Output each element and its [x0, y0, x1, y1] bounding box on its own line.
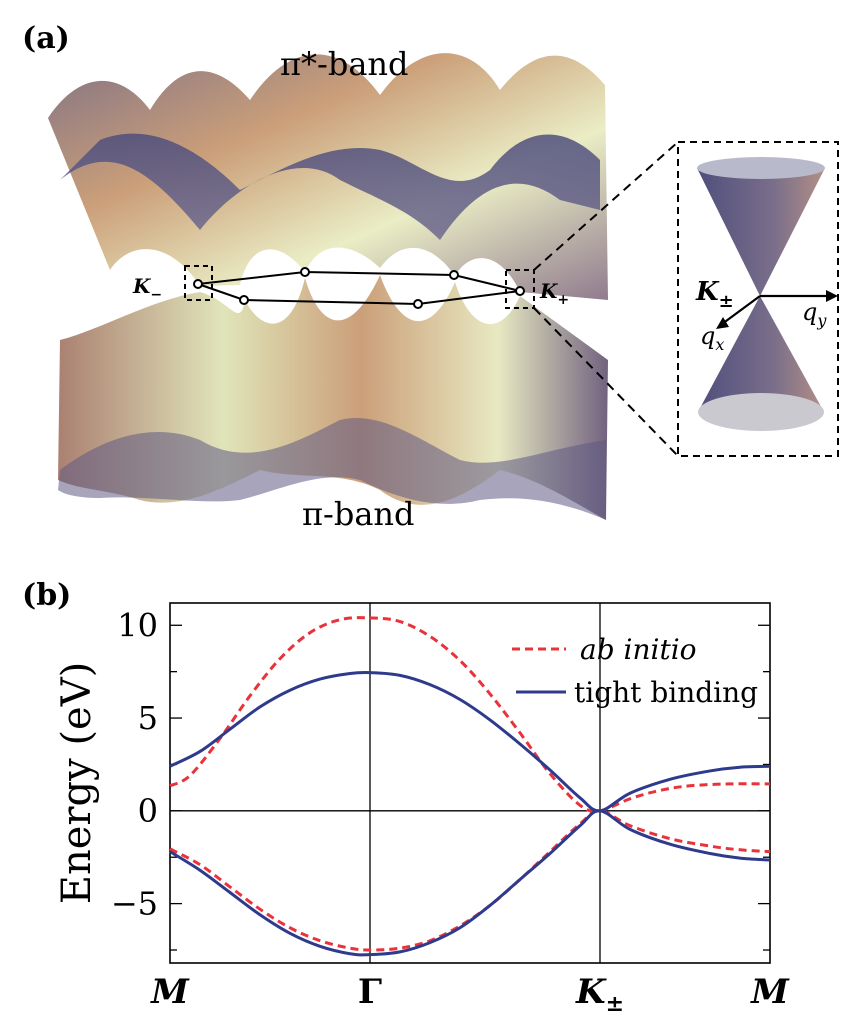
- series-line-tight-binding-lower: [169, 809, 771, 957]
- x-tick-label: M: [750, 972, 790, 1012]
- lower-cone: [698, 296, 824, 412]
- y-tick-label: 5: [138, 699, 158, 737]
- x-tick-label: M: [150, 972, 190, 1012]
- x-tick-letter: K: [575, 972, 607, 1012]
- qy-label: qy: [802, 298, 827, 330]
- qx-axis: [721, 295, 761, 325]
- y-tick-label: 10: [117, 606, 158, 644]
- qx-label: qx: [700, 322, 724, 354]
- dirac-point: [193, 279, 203, 289]
- x-tick-letter: Γ: [358, 972, 382, 1012]
- y-tick-label: −5: [111, 885, 158, 923]
- pi-star-surface-front: [60, 133, 600, 240]
- zoom-line-bottom: [533, 307, 679, 457]
- legend-label-tight-binding: tight binding: [574, 676, 758, 709]
- lower-cone-rim: [698, 393, 824, 431]
- dirac-point: [515, 286, 525, 296]
- x-axis-ticks: M Γ K± M: [150, 972, 790, 1017]
- y-axis-label: Energy (eV): [54, 662, 100, 904]
- series-line-ab-initio-upper: [169, 616, 771, 813]
- y-axis-ticks: −5 0 5 10: [111, 606, 770, 951]
- pi-band-label: π-band: [302, 495, 415, 533]
- legend-label-ab-initio: ab initio: [580, 633, 697, 666]
- qx-subscript: x: [715, 335, 724, 354]
- x-tick-label: Γ: [358, 972, 382, 1012]
- dirac-point: [449, 270, 459, 280]
- x-tick-label: K±: [575, 972, 624, 1017]
- zoom-line-top: [533, 141, 679, 271]
- pi-surface-shadow: [58, 418, 606, 520]
- k-plus-letter: K: [539, 279, 559, 303]
- k-plus-box: [505, 269, 535, 309]
- upper-cone: [697, 168, 825, 296]
- series-lines: [169, 616, 771, 957]
- dirac-cone-inset: K± qy qx: [677, 141, 839, 457]
- dirac-point: [300, 267, 310, 277]
- high-symmetry-lines: [369, 603, 601, 963]
- pi-star-band-label: π*-band: [280, 45, 409, 83]
- qy-letter: q: [802, 298, 817, 326]
- legend: ab initio tight binding: [512, 633, 758, 709]
- y-tick-label: 0: [138, 792, 158, 830]
- inset-k-subscript: ±: [719, 291, 734, 312]
- pi-star-surface-back: [48, 53, 608, 300]
- inset-k-letter: K: [695, 277, 720, 307]
- qx-letter: q: [700, 322, 715, 350]
- dirac-point: [413, 299, 423, 309]
- dirac-point: [239, 295, 249, 305]
- k-minus-letter: K: [132, 274, 152, 298]
- k-minus-subscript: −: [150, 287, 162, 303]
- inset-k-label: K±: [695, 277, 734, 312]
- band-structure-chart: −5 0 5 10 M Γ K± M Energy (eV) ab initio tight…: [54, 602, 790, 1017]
- band-surface-plot: [48, 53, 608, 520]
- upper-cone-rim: [697, 157, 825, 179]
- k-minus-box: [184, 265, 213, 301]
- x-tick-letter: M: [150, 972, 190, 1012]
- series-line-ab-initio-lower: [169, 809, 771, 952]
- qy-arrowhead: [826, 290, 838, 302]
- series-line-tight-binding-upper: [169, 670, 771, 813]
- x-tick-letter: M: [750, 972, 790, 1012]
- qy-subscript: y: [816, 311, 827, 330]
- panel-a-label: (a): [22, 21, 70, 56]
- qx-arrowhead: [716, 317, 729, 329]
- k-plus-subscript: +: [557, 292, 569, 308]
- panel-b-label: (b): [22, 578, 71, 613]
- x-tick-subscript: ±: [606, 991, 624, 1017]
- k-plus-label: K+: [539, 279, 569, 308]
- k-minus-label: K−: [132, 274, 162, 303]
